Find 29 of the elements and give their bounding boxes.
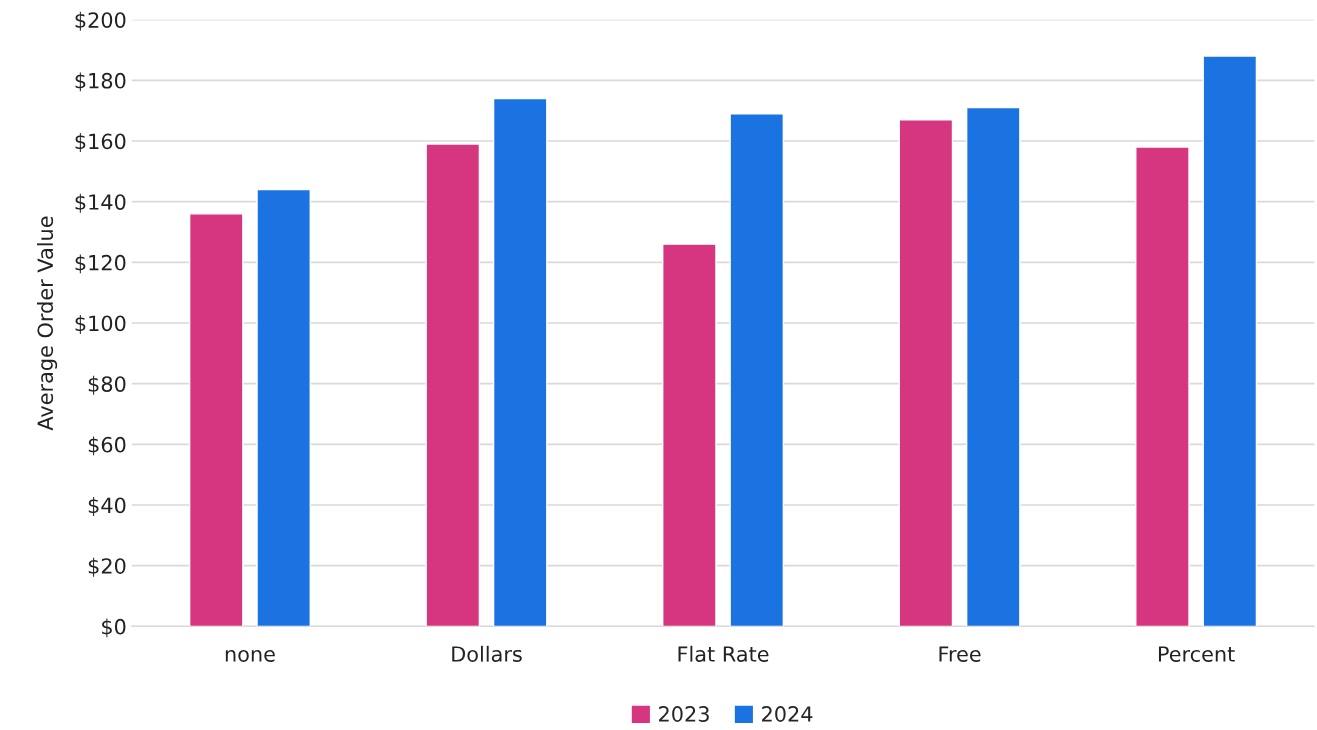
x-tick-label: Flat Rate (678, 645, 769, 662)
bar (492, 97, 548, 627)
bar (425, 143, 481, 627)
y-tick-label: $80 (88, 375, 126, 395)
bar (1202, 55, 1258, 627)
y-tick-label: $60 (88, 436, 126, 456)
y-axis-title: Average Order Value (36, 216, 58, 431)
bar (188, 213, 244, 627)
x-tick-label: Free (939, 646, 981, 662)
x-tick-label: none (225, 649, 275, 662)
bar (729, 113, 785, 627)
legend-label: 2023 (659, 706, 709, 722)
y-tick-label: $0 (102, 618, 126, 638)
bar (965, 106, 1021, 627)
y-tick-label: $140 (75, 193, 126, 213)
y-tick-label: $200 (75, 11, 126, 31)
bar (1135, 146, 1190, 627)
y-tick-label: $40 (88, 497, 126, 516)
y-tick-label: $160 (75, 133, 126, 153)
x-tick-label: Dollars (452, 645, 522, 662)
y-tick-label: $120 (75, 254, 126, 274)
x-tick-label: Percent (1158, 646, 1235, 662)
bar (256, 188, 311, 627)
y-tick-label: $100 (75, 315, 126, 334)
y-tick-label: $180 (75, 72, 126, 92)
bar (662, 243, 717, 627)
y-tick-label: $20 (88, 557, 126, 577)
bar (898, 119, 954, 627)
legend-label: 2024 (762, 706, 813, 722)
